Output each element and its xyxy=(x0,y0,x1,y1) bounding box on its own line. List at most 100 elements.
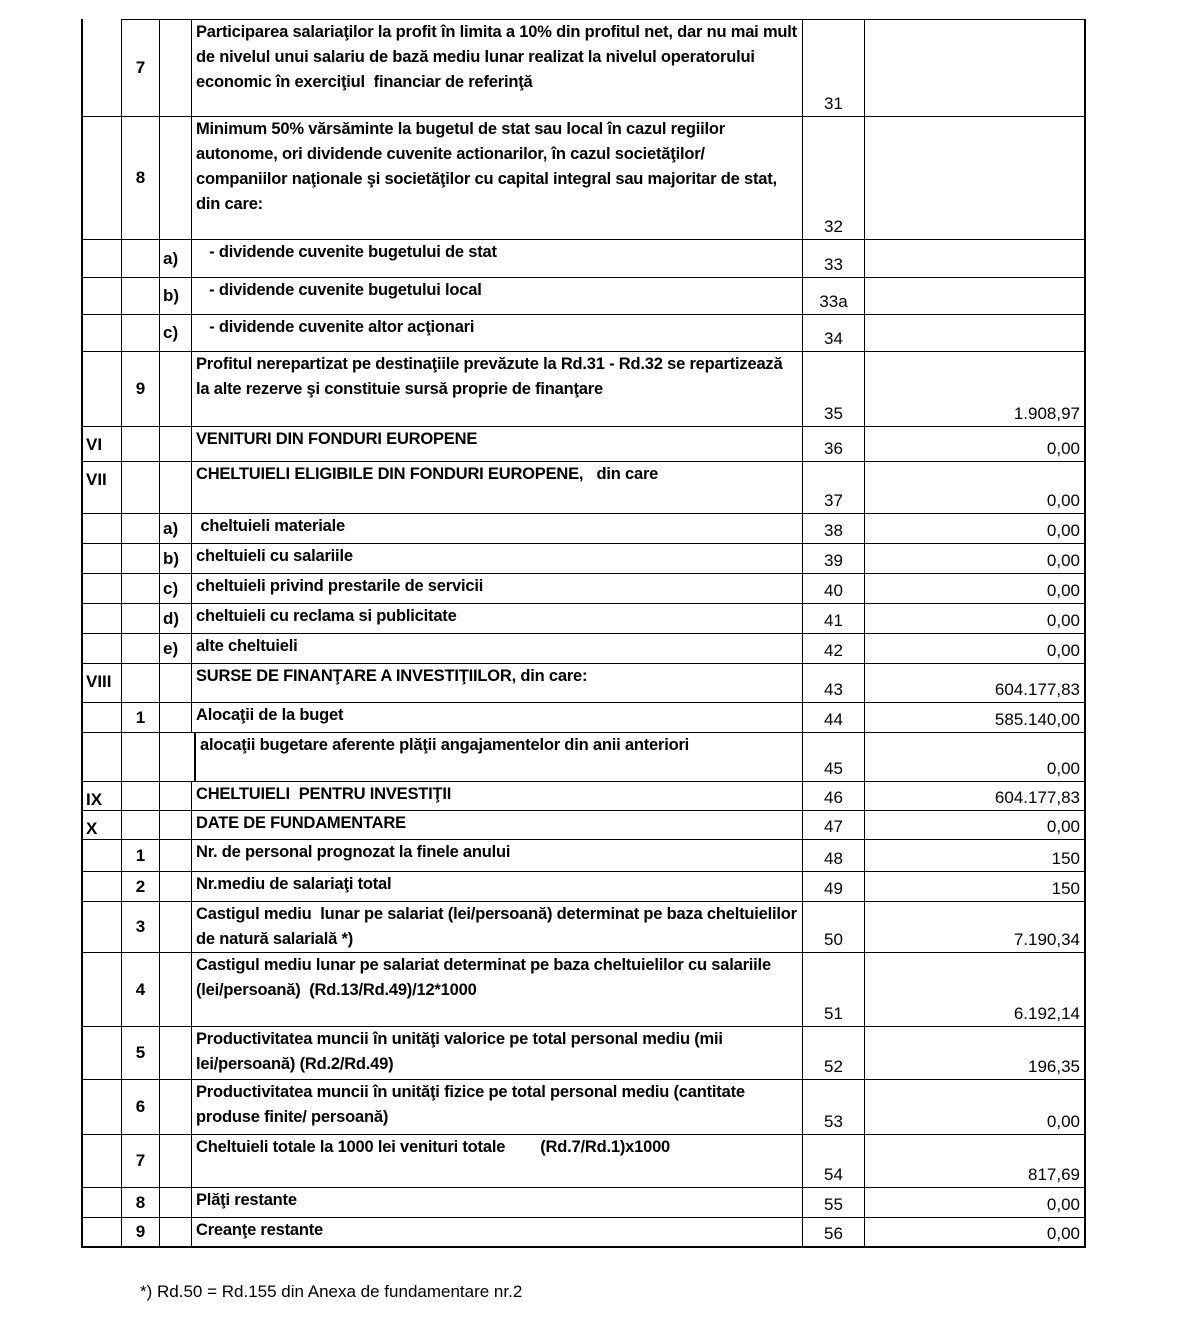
roman-numeral-cell xyxy=(81,702,122,733)
footnote: *) Rd.50 = Rd.155 din Anexa de fundament… xyxy=(140,1282,523,1301)
value-cell: 0,00 xyxy=(864,513,1086,544)
value-cell xyxy=(864,239,1086,278)
value-cell: 0,00 xyxy=(864,1187,1086,1218)
row-number-cell: 8 xyxy=(121,1187,160,1218)
row-number-cell xyxy=(121,314,160,352)
roman-numeral-cell xyxy=(81,603,122,634)
roman-numeral-cell xyxy=(81,573,122,604)
row-code-cell: 44 xyxy=(802,702,865,733)
letter-cell: d) xyxy=(159,603,192,634)
description-cell: Minimum 50% vărsăminte la bugetul de sta… xyxy=(191,116,803,240)
description-cell: alte cheltuieli xyxy=(191,633,803,664)
roman-numeral-cell xyxy=(81,1079,122,1135)
roman-numeral-cell: X xyxy=(81,810,122,840)
row-number-cell xyxy=(121,810,160,840)
row-number-cell xyxy=(121,461,160,514)
row-number-cell xyxy=(121,732,160,782)
row-number-cell xyxy=(121,513,160,544)
letter-cell: b) xyxy=(159,277,192,315)
letter-cell xyxy=(159,351,192,427)
value-cell: 7.190,34 xyxy=(864,901,1086,953)
row-code-cell: 41 xyxy=(802,603,865,634)
letter-cell xyxy=(159,839,192,872)
row-code-cell: 54 xyxy=(802,1134,865,1188)
roman-numeral-cell xyxy=(81,633,122,664)
description-cell: Creanţe restante xyxy=(191,1217,803,1248)
roman-numeral-cell xyxy=(81,1187,122,1218)
description-cell: alocaţii bugetare aferente plăţii angaja… xyxy=(159,732,803,782)
letter-cell xyxy=(159,1134,192,1188)
row-code-cell: 38 xyxy=(802,513,865,544)
row-number-cell: 7 xyxy=(121,19,160,117)
description-cell: Alocaţii de la buget xyxy=(191,702,803,733)
roman-numeral-cell: IX xyxy=(81,781,122,811)
roman-numeral-cell: VIII xyxy=(81,663,122,703)
value-cell: 817,69 xyxy=(864,1134,1086,1188)
row-code-cell: 35 xyxy=(802,351,865,427)
roman-numeral-cell: VII xyxy=(81,461,122,514)
row-number-cell xyxy=(121,239,160,278)
roman-numeral-cell xyxy=(81,952,122,1027)
row-number-cell xyxy=(121,426,160,462)
row-number-cell: 8 xyxy=(121,116,160,240)
letter-cell: c) xyxy=(159,573,192,604)
roman-numeral-cell xyxy=(81,277,122,315)
letter-cell: c) xyxy=(159,314,192,352)
value-cell: 0,00 xyxy=(864,732,1086,782)
letter-cell xyxy=(159,426,192,462)
row-number-cell: 9 xyxy=(121,351,160,427)
value-cell: 604.177,83 xyxy=(864,781,1086,811)
description-cell: Castigul mediu lunar pe salariat determi… xyxy=(191,952,803,1027)
value-cell: 0,00 xyxy=(864,573,1086,604)
row-number-cell xyxy=(121,573,160,604)
description-cell: Profitul nerepartizat pe destinaţiile pr… xyxy=(191,351,803,427)
roman-numeral-cell xyxy=(81,901,122,953)
value-cell xyxy=(864,19,1086,117)
roman-numeral-cell xyxy=(81,513,122,544)
value-cell: 0,00 xyxy=(864,1217,1086,1248)
row-code-cell: 55 xyxy=(802,1187,865,1218)
row-code-cell: 47 xyxy=(802,810,865,840)
letter-cell xyxy=(159,871,192,902)
value-cell: 150 xyxy=(864,871,1086,902)
roman-numeral-cell xyxy=(81,543,122,574)
letter-cell: b) xyxy=(159,543,192,574)
row-code-cell: 48 xyxy=(802,839,865,872)
letter-cell xyxy=(159,781,192,811)
roman-numeral-cell xyxy=(81,871,122,902)
letter-cell xyxy=(159,901,192,953)
row-number-cell xyxy=(121,277,160,315)
value-cell: 585.140,00 xyxy=(864,702,1086,733)
description-cell: Castigul mediu lunar pe salariat (lei/pe… xyxy=(191,901,803,953)
description-cell: CHELTUIELI PENTRU INVESTIŢII xyxy=(191,781,803,811)
letter-cell xyxy=(159,1217,192,1248)
row-code-cell: 34 xyxy=(802,314,865,352)
row-code-cell: 45 xyxy=(802,732,865,782)
row-number-cell: 6 xyxy=(121,1079,160,1135)
letter-cell xyxy=(159,1079,192,1135)
row-number-cell: 9 xyxy=(121,1217,160,1248)
description-text: alocaţii bugetare aferente plăţii angaja… xyxy=(194,733,798,781)
letter-cell xyxy=(159,19,192,117)
description-cell: - dividende cuvenite bugetului de stat xyxy=(191,239,803,278)
description-cell: cheltuieli cu reclama si publicitate xyxy=(191,603,803,634)
description-cell: DATE DE FUNDAMENTARE xyxy=(191,810,803,840)
letter-cell: e) xyxy=(159,633,192,664)
roman-numeral-cell xyxy=(81,116,122,240)
value-cell: 1.908,97 xyxy=(864,351,1086,427)
row-code-cell: 42 xyxy=(802,633,865,664)
row-code-cell: 40 xyxy=(802,573,865,604)
roman-numeral-cell xyxy=(81,1217,122,1248)
value-cell: 0,00 xyxy=(864,1079,1086,1135)
row-number-cell xyxy=(121,603,160,634)
row-number-cell: 1 xyxy=(121,839,160,872)
row-number-cell xyxy=(121,543,160,574)
row-code-cell: 53 xyxy=(802,1079,865,1135)
row-number-cell: 5 xyxy=(121,1026,160,1080)
roman-numeral-cell xyxy=(81,1134,122,1188)
row-number-cell: 4 xyxy=(121,952,160,1027)
row-code-cell: 32 xyxy=(802,116,865,240)
row-code-cell: 56 xyxy=(802,1217,865,1248)
row-code-cell: 43 xyxy=(802,663,865,703)
value-cell: 0,00 xyxy=(864,810,1086,840)
